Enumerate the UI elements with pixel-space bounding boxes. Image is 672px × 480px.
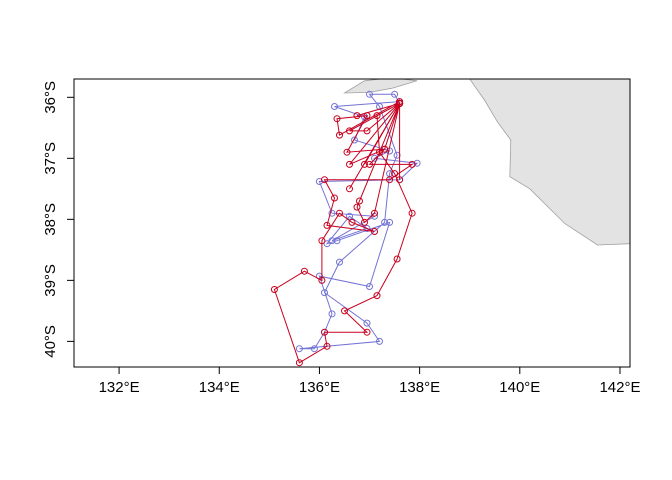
track-point (333, 237, 341, 245)
track-point (331, 194, 338, 202)
track-point (323, 240, 331, 248)
track-point (353, 203, 361, 211)
track-point (373, 112, 381, 120)
track-layer (270, 90, 421, 367)
y-tick-label: 40°S (42, 325, 59, 358)
track-point (336, 209, 343, 217)
y-tick-label: 38°S (42, 203, 59, 236)
track-point (376, 337, 383, 345)
x-tick-label: 140°E (499, 379, 540, 396)
track-point (371, 209, 378, 217)
x-tick-label: 132°E (99, 379, 140, 396)
track-point (346, 185, 353, 193)
x-tick-label: 136°E (299, 379, 340, 396)
track-point (391, 90, 399, 98)
track-point (361, 160, 368, 168)
track-point (393, 255, 401, 263)
track-point (343, 148, 351, 156)
track-point (366, 283, 373, 290)
track-point (321, 176, 328, 184)
track-point (396, 99, 404, 107)
x-tick-label: 142°E (599, 379, 640, 396)
track-point (351, 136, 358, 144)
track-point (353, 112, 361, 120)
track-point (323, 342, 331, 350)
track-point (321, 328, 328, 336)
track-point (318, 237, 326, 245)
land-layer (343, 79, 630, 246)
track-point (323, 221, 331, 229)
track-point (346, 160, 353, 168)
track-point (371, 228, 378, 235)
track-point (328, 310, 336, 318)
track-point (381, 145, 389, 153)
track-point (295, 359, 303, 367)
track-line (299, 93, 419, 350)
track-point (270, 286, 278, 293)
track-point (328, 209, 336, 217)
track-series-2 (270, 98, 416, 367)
track-point (331, 103, 338, 110)
track-point (408, 160, 416, 168)
track-point (336, 258, 343, 266)
track-point (363, 319, 371, 327)
x-tick-label: 138°E (399, 379, 440, 396)
track-series-1 (295, 90, 421, 353)
track-point (363, 225, 371, 232)
track-point (318, 276, 326, 284)
axis-layer: 132°E 134°E 136°E 138°E 140°E 142°E 36°S 37°S 38… (42, 81, 641, 396)
track-point (300, 267, 308, 275)
track-point (376, 148, 383, 156)
track-point (396, 176, 404, 184)
track-point (391, 170, 399, 178)
track-point (381, 218, 389, 226)
track-point (361, 218, 368, 226)
track-point (413, 159, 421, 167)
y-tick-label: 39°S (42, 264, 59, 297)
track-point (373, 292, 381, 300)
y-tick-label: 37°S (42, 142, 59, 175)
track-point (341, 307, 348, 315)
x-tick-label: 134°E (199, 379, 240, 396)
track-point (386, 218, 394, 226)
plot-frame (73, 78, 631, 368)
track-point (366, 90, 373, 98)
track-point (356, 197, 363, 205)
track-point (321, 289, 328, 297)
track-point (310, 345, 318, 353)
track-point (408, 209, 416, 217)
track-point (336, 131, 343, 139)
track-point (363, 127, 371, 135)
track-point (328, 237, 336, 245)
track-point (363, 328, 371, 336)
track-point (346, 127, 353, 135)
track-point (333, 115, 341, 123)
track-point (363, 112, 371, 120)
track-point (348, 218, 356, 226)
y-tick-label: 36°S (42, 81, 59, 114)
track-line (273, 101, 414, 364)
track-point (366, 160, 373, 168)
track-point (295, 345, 303, 353)
land-south-australia-mainland (469, 79, 630, 246)
land-kangaroo-island (343, 79, 418, 94)
track-point (346, 212, 353, 220)
track-point (386, 176, 394, 184)
